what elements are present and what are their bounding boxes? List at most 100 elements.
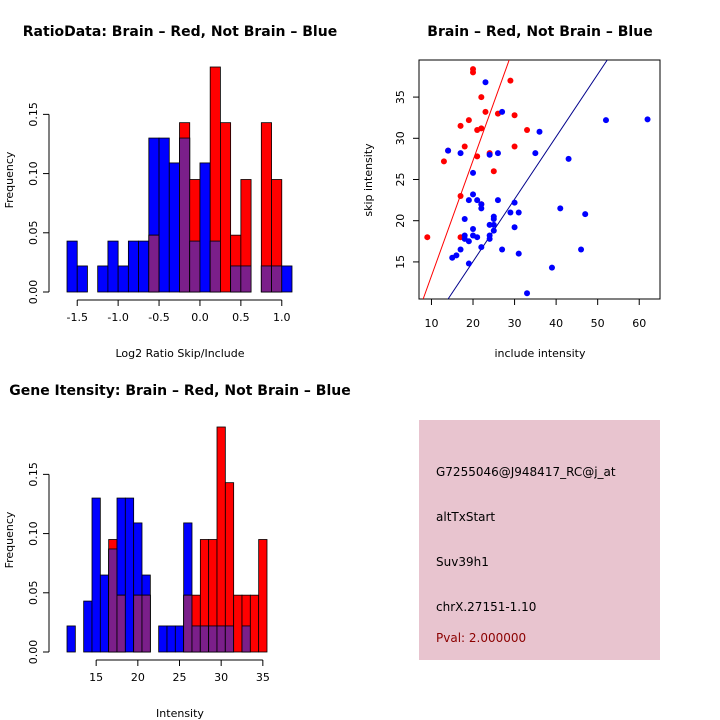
scatter-title: Brain – Red, Not Brain – Blue [427, 24, 652, 40]
scatter-point-brain [478, 125, 485, 132]
ratio-hist-bar-notbrain [117, 265, 129, 293]
intensity-hist-bar-brain [216, 426, 226, 653]
intensity-hist-bar-notbrain [166, 625, 176, 653]
scatter-point-notbrain [478, 205, 485, 212]
intensity-hist-x-tick-label: 20 [131, 671, 145, 684]
ratio-hist-x-tick-label: 0.5 [232, 311, 250, 324]
scatter-y-tick-label: 25 [394, 173, 407, 187]
ratio-hist-bar-notbrain [199, 162, 211, 293]
intensity-hist-bar-overlap [216, 625, 226, 653]
intensity-hist-y-tick-label: 0.15 [27, 462, 40, 487]
ratio-hist-bar-overlap [240, 265, 252, 293]
scatter-point-notbrain [453, 252, 460, 259]
scatter-point-notbrain [470, 225, 477, 232]
scatter-point-brain [465, 117, 472, 124]
scatter-point-brain [474, 153, 481, 160]
ratio-hist-bar-notbrain [138, 240, 150, 293]
scatter-x-tick-label: 50 [591, 317, 605, 330]
scatter-y-axis: 15 20 25 30 35 [394, 90, 419, 269]
intensity-hist-bar-overlap [224, 625, 235, 653]
intensity-hist-bar-notbrain [83, 600, 93, 653]
ratio-hist-bar-overlap [271, 265, 283, 293]
scatter-point-notbrain [644, 116, 651, 123]
scatter-point-brain [524, 127, 531, 134]
intensity-hist-bar-notbrain [99, 574, 110, 653]
intensity-hist-y-tick-label: 0.05 [27, 581, 40, 606]
scatter-point-notbrain [494, 197, 501, 204]
scatter-point-notbrain [474, 197, 481, 204]
info-location: chrX.27151-1.10 [436, 600, 536, 614]
scatter-point-brain [482, 108, 489, 115]
intensity-hist-bar-notbrain [66, 625, 76, 653]
scatter-point-notbrain [482, 79, 489, 86]
scatter-y-tick-label: 35 [394, 90, 407, 104]
ratio-hist-x-tick-label: 0.0 [191, 311, 209, 324]
scatter-point-notbrain [490, 213, 497, 220]
ratio-histogram-panel: RatioData: Brain – Red, Not Brain – Blue… [3, 24, 337, 360]
intensity-hist-x-tick-label: 25 [173, 671, 187, 684]
intensity-hist-x-axis: 15 20 25 30 35 [89, 659, 270, 684]
intensity-hist-bars [66, 426, 268, 653]
scatter-point-notbrain [507, 209, 514, 216]
intensity-hist-ylabel: Frequency [3, 511, 16, 568]
intensity-hist-y-tick-label: 0.10 [27, 521, 40, 546]
ratio-hist-y-tick-label: 0.10 [27, 161, 40, 186]
scatter-point-notbrain [515, 250, 522, 257]
scatter-point-brain [440, 158, 447, 165]
info-gene: Suv39h1 [436, 555, 489, 569]
scatter-y-tick-label: 30 [394, 131, 407, 145]
scatter-x-tick-label: 20 [466, 317, 480, 330]
scatter-point-notbrain [470, 191, 477, 198]
scatter-fit-lines [422, 59, 608, 300]
ratio-hist-bar-notbrain [168, 162, 180, 293]
ratio-hist-xlabel: Log2 Ratio Skip/Include [115, 347, 244, 360]
ratio-hist-bar-notbrain [281, 265, 293, 293]
scatter-x-tick-label: 60 [632, 317, 646, 330]
scatter-point-brain [461, 143, 468, 150]
intensity-hist-bar-overlap [199, 625, 210, 653]
scatter-point-notbrain [499, 246, 506, 253]
scatter-point-brain [511, 112, 518, 119]
ratio-hist-y-tick-label: 0.15 [27, 102, 40, 127]
scatter-point-brain [470, 66, 477, 73]
intensity-hist-bar-overlap [183, 594, 193, 653]
ratio-hist-bars [66, 66, 293, 293]
scatter-point-brain [507, 77, 514, 84]
scatter-x-axis: 10 20 30 40 50 60 [424, 299, 646, 330]
ratio-hist-ylabel: Frequency [3, 151, 16, 208]
ratio-hist-bar-overlap [148, 234, 160, 293]
ratio-hist-x-tick-label: -1.0 [107, 311, 128, 324]
intensity-hist-title: Gene Itensity: Brain – Red, Not Brain – … [9, 383, 351, 399]
ratio-hist-y-tick-label: 0.00 [27, 280, 40, 305]
scatter-y-tick-label: 20 [394, 214, 407, 228]
intensity-hist-x-tick-label: 30 [214, 671, 228, 684]
scatter-point-notbrain [602, 117, 609, 124]
scatter-point-notbrain [478, 244, 485, 251]
scatter-point-notbrain [490, 227, 497, 234]
scatter-point-brain [490, 168, 497, 175]
scatter-point-brain [478, 94, 485, 101]
intensity-hist-y-axis: 0.00 0.05 0.10 0.15 [27, 462, 50, 664]
scatter-point-notbrain [461, 216, 468, 223]
scatter-point-notbrain [511, 199, 518, 206]
ratio-hist-bar-brain [220, 122, 232, 293]
intensity-hist-bar-overlap [241, 625, 251, 653]
info-panel: G7255046@J948417_RC@j_at altTxStart Suv3… [419, 420, 660, 660]
intensity-hist-bar-overlap [191, 625, 201, 653]
ratio-hist-x-tick-label: -0.5 [148, 311, 169, 324]
scatter-point-brain [457, 122, 464, 129]
scatter-point-notbrain [465, 197, 472, 204]
ratio-hist-x-tick-label: -1.5 [66, 311, 87, 324]
scatter-point-notbrain [515, 209, 522, 216]
scatter-y-tick-label: 15 [394, 255, 407, 269]
intensity-hist-x-tick-label: 15 [89, 671, 103, 684]
scatter-point-notbrain [465, 238, 472, 245]
scatter-points [424, 66, 651, 297]
ratio-hist-bar-notbrain [66, 240, 78, 293]
intensity-histogram-panel: Gene Itensity: Brain – Red, Not Brain – … [3, 383, 351, 720]
intensity-hist-bar-brain [258, 539, 268, 653]
info-probe-id: G7255046@J948417_RC@j_at [436, 465, 616, 479]
ratio-hist-bar-notbrain [76, 265, 88, 293]
intensity-hist-bar-notbrain [158, 625, 168, 653]
